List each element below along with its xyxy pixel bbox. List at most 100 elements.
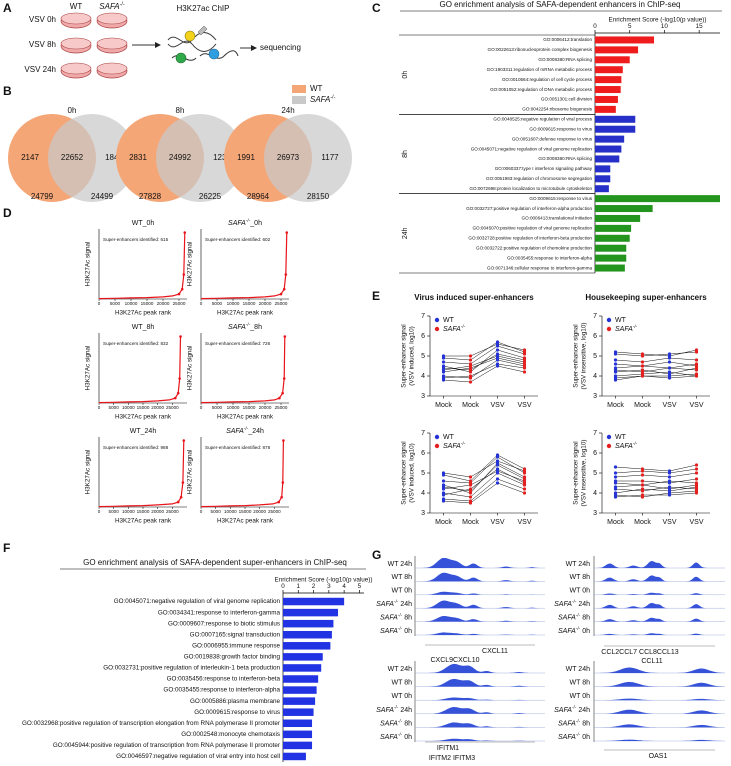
x-tick-label: 20000 (253, 509, 266, 514)
bar (595, 125, 636, 133)
legend-label: SAFA-/- (443, 441, 466, 450)
y-tick-label: 3 (421, 510, 425, 517)
super-enhancer-point (180, 287, 184, 291)
x-tick-label: Mock (462, 519, 479, 526)
paired-line (615, 492, 697, 498)
bar (595, 254, 627, 262)
data-point (522, 487, 527, 491)
bar (595, 105, 616, 113)
data-point (441, 471, 446, 475)
chart-title: SAFA-/-_8h (228, 322, 262, 331)
x-tick-label: 0 (200, 509, 203, 514)
dna-strand (167, 40, 217, 52)
x-tick-label: 20000 (157, 301, 170, 306)
data-point (495, 459, 500, 463)
panel-label: F (3, 541, 10, 555)
x-tick-label: 3 (327, 583, 331, 590)
y-tick-label: 3 (593, 393, 597, 400)
genotype-label: WT (70, 2, 83, 11)
y-axis-title: (VSV insensitive, log10) (581, 440, 588, 507)
x-tick-label: 5000 (211, 509, 222, 514)
panel-label: E (372, 289, 380, 303)
paired-line (615, 373, 697, 379)
paired-line (443, 478, 525, 502)
gene-label: IFITM2 IFITM3 (429, 755, 475, 762)
data-point (441, 487, 446, 491)
data-point (495, 348, 500, 352)
data-point (640, 360, 645, 364)
data-point (522, 348, 527, 352)
track-label: WT 24h (388, 561, 412, 568)
venn-count: 26973 (277, 153, 300, 162)
coverage-track (415, 616, 545, 622)
data-point (613, 479, 618, 483)
coverage-track (415, 738, 545, 741)
category-label: GO:0032968:positive regulation of transc… (22, 720, 280, 727)
coverage-track (415, 558, 545, 568)
track-label: WT 24h (566, 666, 590, 673)
data-point (613, 378, 618, 382)
bar (595, 234, 630, 242)
venn-total: 27828 (139, 192, 162, 201)
venn-total: 24499 (91, 192, 114, 201)
paired-line (443, 343, 525, 357)
legend-label: SAFA-/- (443, 324, 466, 333)
legend-label: WT (310, 84, 323, 93)
signal-curve (200, 232, 288, 300)
venn-count: 1233 (213, 153, 231, 162)
x-tick-label: Mock (435, 519, 452, 526)
venn-count: 22652 (61, 153, 84, 162)
venn-count: 1991 (237, 153, 255, 162)
category-label: GO:0035455:response to interferon-alpha (163, 687, 280, 694)
paired-line (443, 472, 525, 498)
super-enhancer-point (277, 500, 281, 504)
signal-curve (98, 440, 185, 508)
y-axis-title: Super-enhancer signal (573, 441, 580, 504)
group-label: 24h (402, 227, 409, 239)
data-point (613, 368, 618, 372)
super-enhancer-point (183, 231, 187, 234)
panel-label: D (3, 206, 12, 220)
data-point (667, 354, 672, 358)
axis-title: Enrichment Score (-log10(p value)) (609, 17, 707, 24)
track-label: SAFA-/- 24h (376, 705, 412, 714)
y-tick-label: 6 (593, 450, 597, 457)
data-point (640, 364, 645, 368)
x-tick-label: Mock (607, 519, 624, 526)
super-enhancer-point (179, 335, 182, 338)
annotation: Super-enhancers identified: 988 (103, 445, 169, 450)
data-point (667, 366, 672, 370)
venn-count: 2831 (129, 153, 147, 162)
data-point (613, 495, 618, 499)
super-enhancer-point (179, 495, 183, 499)
output-label: sequencing (260, 43, 301, 52)
coverage-track (415, 722, 545, 728)
y-tick-label: 5 (593, 353, 597, 360)
bar (595, 264, 625, 272)
paired-line (615, 486, 697, 494)
y-tick-label: 7 (593, 430, 597, 437)
x-tick-label: 0 (593, 23, 597, 30)
category-label: GO:0048525:negative regulation of viral … (493, 117, 592, 122)
y-tick-label: 6 (421, 450, 425, 457)
super-enhancer-point (181, 481, 185, 484)
bar (283, 608, 339, 617)
bar (595, 145, 622, 153)
x-tick-label: 10000 (227, 405, 240, 410)
antibody-bead (184, 30, 196, 42)
data-point (694, 477, 699, 481)
super-enhancer-point (282, 377, 286, 380)
group-label: 8h (402, 150, 409, 158)
x-tick-label: 4 (342, 583, 346, 590)
bar (595, 36, 655, 44)
bar (283, 619, 334, 628)
data-point (640, 483, 645, 487)
coverage-track (415, 707, 545, 714)
coverage-track (415, 591, 545, 595)
y-axis-title: (VSV induced, log10) (409, 443, 416, 503)
x-axis-title: H3K27Ac peak rank (217, 414, 274, 421)
data-point (468, 364, 473, 368)
x-tick-label: 15000 (243, 301, 256, 306)
track-label: SAFA-/- 24h (376, 599, 412, 608)
x-tick-label: 15000 (137, 405, 150, 410)
